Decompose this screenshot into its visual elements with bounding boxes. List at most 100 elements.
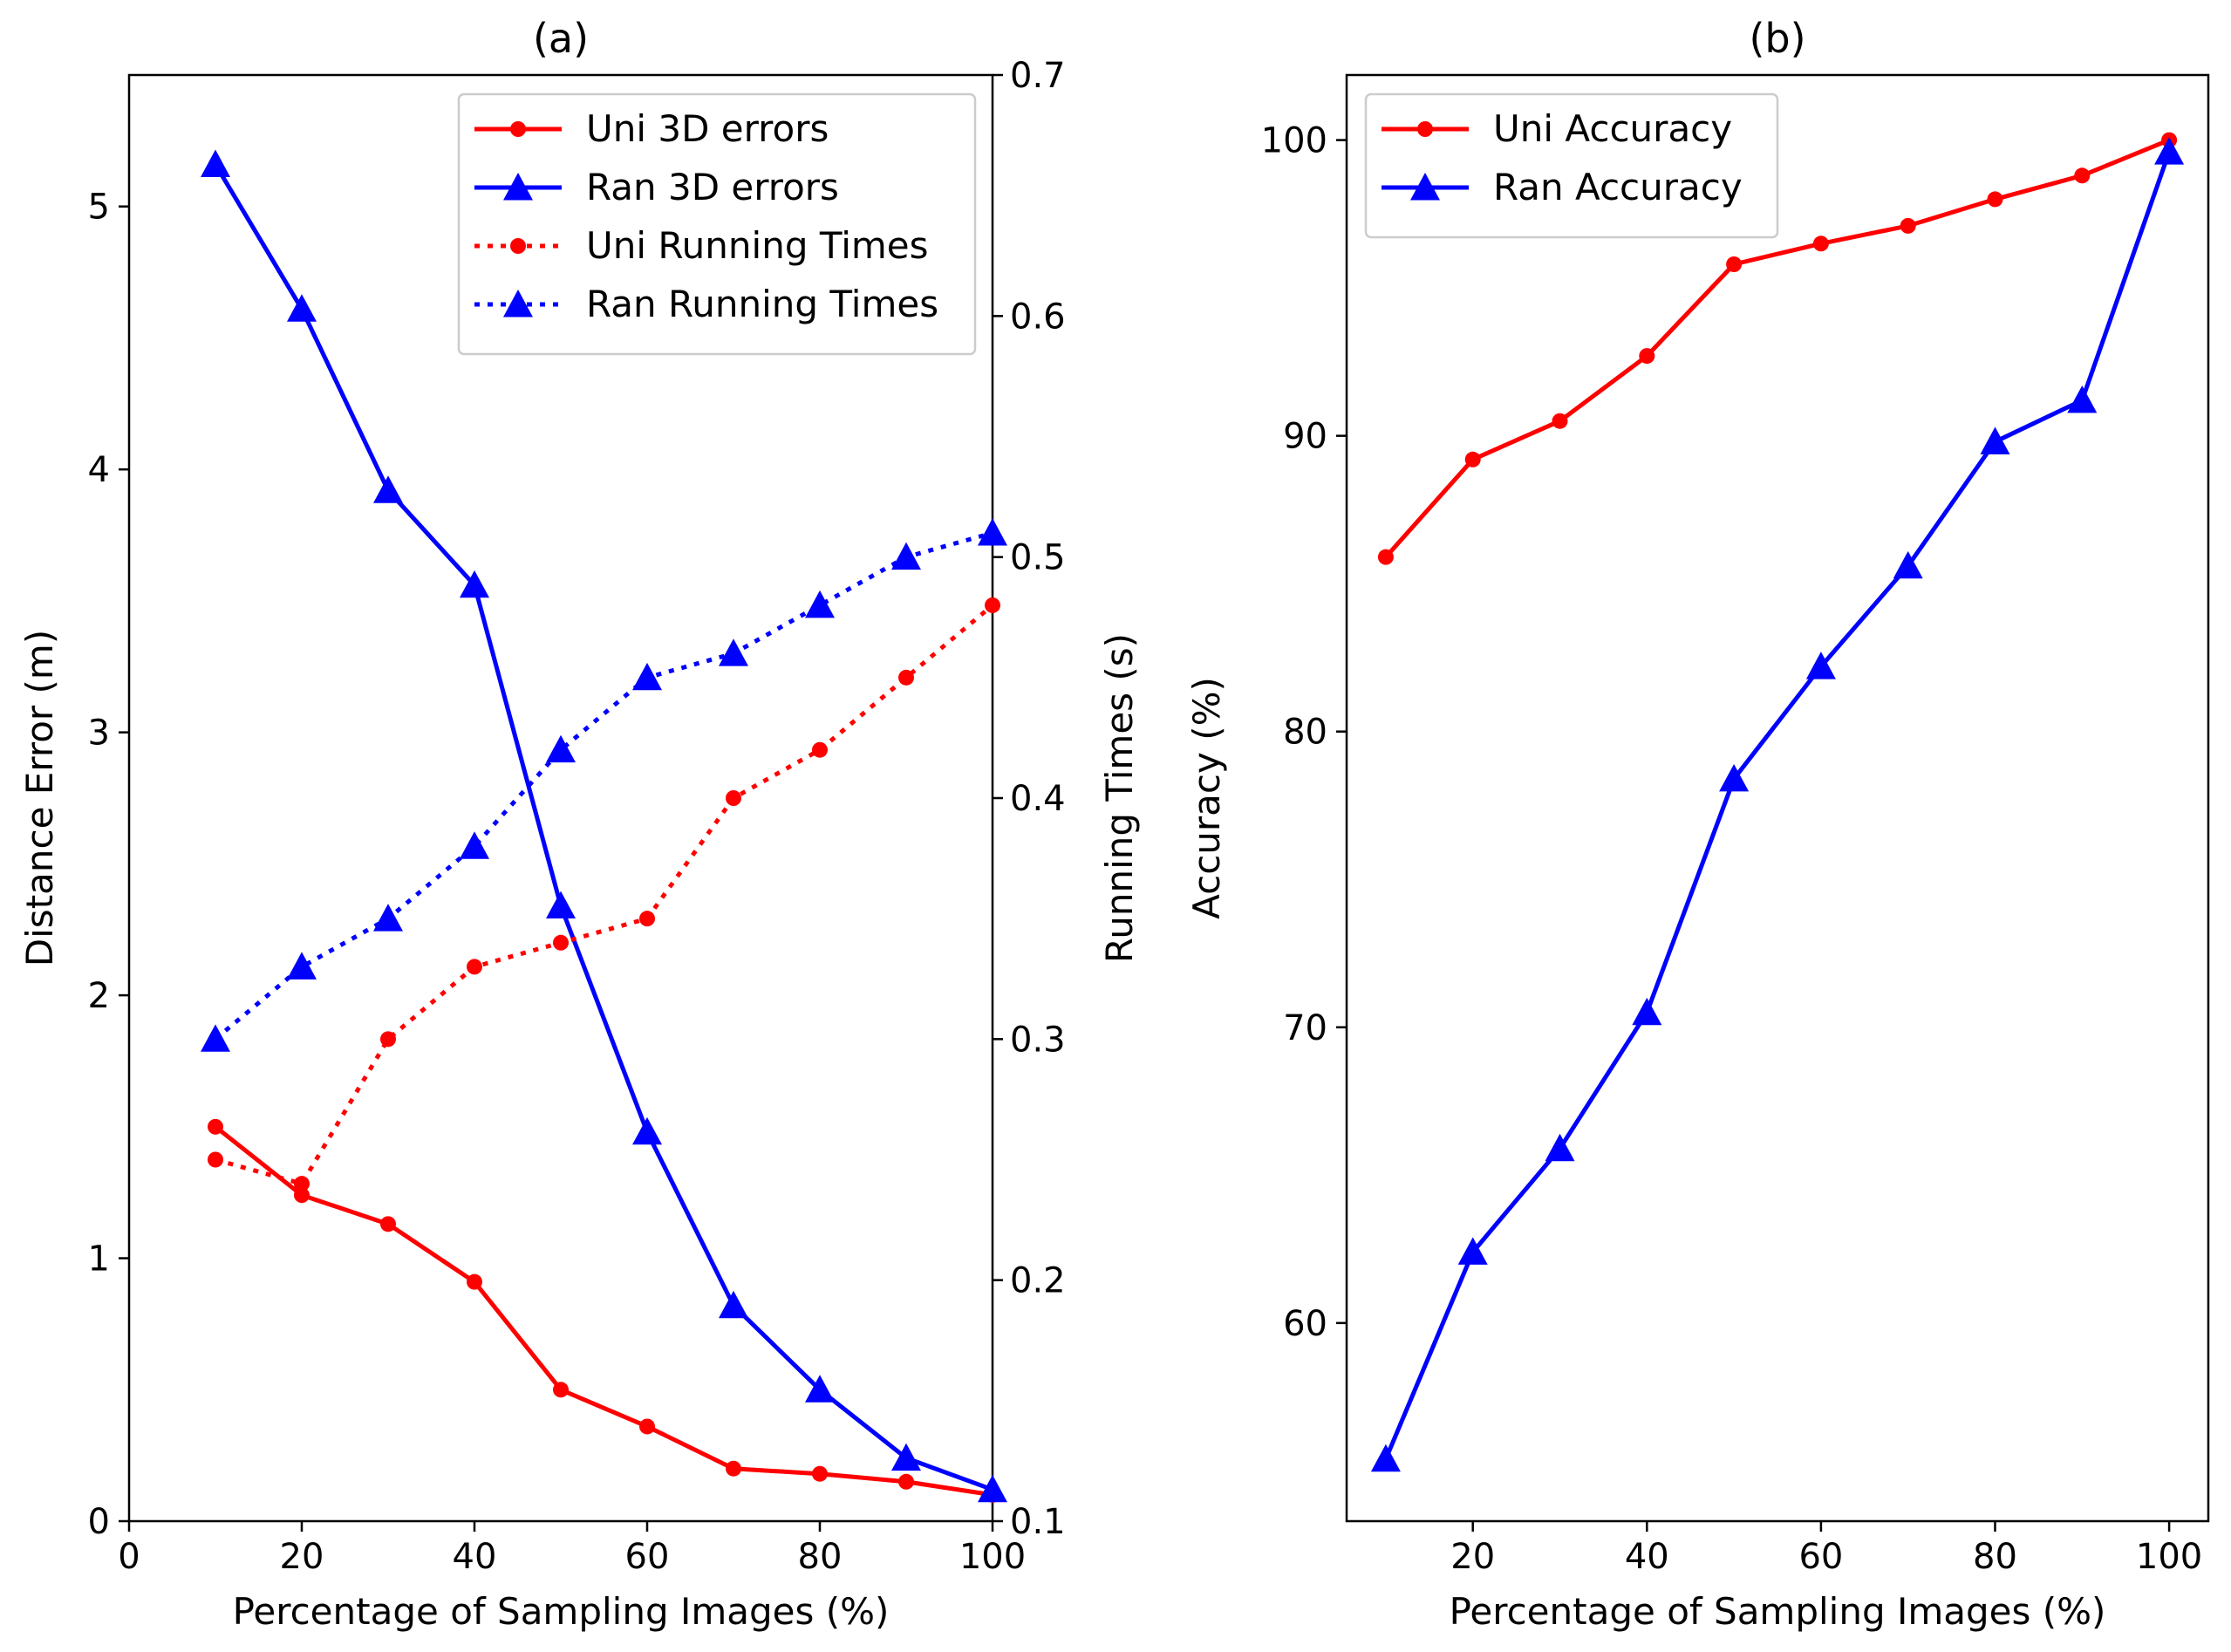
panel-a-title: (a) <box>533 15 589 62</box>
series-line <box>1384 138 2171 559</box>
data-point <box>2067 385 2098 413</box>
y-tick-label: 5 <box>88 188 110 228</box>
data-point <box>2154 137 2185 165</box>
y-tick-label: 80 <box>1283 713 1327 753</box>
series-ran-running-times <box>201 518 1007 1052</box>
series-ran-accuracy <box>1370 137 2185 1472</box>
plot-frame <box>1345 73 2210 1523</box>
data-point <box>898 669 914 686</box>
data-point <box>373 904 403 932</box>
y-tick-label: 100 <box>1261 121 1327 161</box>
y-tick-label: 90 <box>1283 417 1327 457</box>
data-point <box>726 1460 741 1477</box>
x-tick-label: 20 <box>280 1537 324 1577</box>
x-tick-label: 100 <box>959 1537 1026 1577</box>
panel-b-title: (b) <box>1749 15 1805 62</box>
y2-tick-label: 0.4 <box>1010 779 1066 819</box>
y2-tick-label: 0.7 <box>1010 56 1066 96</box>
panel-b-x-axis-label: Percentage of Sampling Images (%) <box>1450 1590 2106 1633</box>
data-point <box>467 1273 482 1290</box>
data-point <box>805 1375 835 1403</box>
data-point <box>1410 173 1440 201</box>
data-point <box>460 831 489 859</box>
panel-b-y-axis-label: Accuracy (%) <box>1185 677 1228 919</box>
series-line <box>213 163 993 1492</box>
data-point <box>812 1465 828 1482</box>
data-point <box>1417 121 1433 137</box>
x-tick-label: 80 <box>1973 1537 2017 1577</box>
data-point <box>1900 217 1916 234</box>
legend-label: Uni 3D errors <box>586 107 829 150</box>
x-tick-label: 40 <box>453 1537 497 1577</box>
data-point <box>719 638 748 666</box>
data-point <box>208 1151 223 1168</box>
legend-label: Ran Running Times <box>586 283 938 325</box>
data-point <box>294 1176 310 1192</box>
panel-a: (a) Percentage of Sampling Images (%) Di… <box>18 15 1141 1633</box>
data-point <box>1726 256 1743 272</box>
data-point <box>1370 1444 1401 1472</box>
panel-b: (b) Percentage of Sampling Images (%) Ac… <box>1185 15 2210 1633</box>
y-tick-label: 2 <box>88 976 110 1016</box>
data-point <box>503 290 533 317</box>
data-point <box>632 1116 662 1145</box>
data-point <box>380 1031 396 1048</box>
data-point <box>201 149 230 177</box>
series-line <box>1383 151 2172 1460</box>
panel-a-right-y-axis-label: Running Times (s) <box>1098 633 1141 963</box>
data-point <box>1632 997 1662 1026</box>
y2-tick-label: 0.5 <box>1010 538 1066 578</box>
legend: Uni Accuracy Ran Accuracy <box>1364 92 1779 239</box>
panel-a-y-axis-label: Distance Error (m) <box>18 630 61 966</box>
legend-box <box>457 92 977 356</box>
y2-tick-label: 0.2 <box>1010 1261 1066 1301</box>
y-tick-label: 60 <box>1283 1304 1327 1344</box>
data-point <box>1980 427 2010 454</box>
data-point <box>639 1418 655 1435</box>
x-tick-label: 0 <box>118 1537 140 1577</box>
data-point <box>898 1473 914 1490</box>
data-point <box>1719 763 1750 792</box>
data-point <box>208 1118 223 1135</box>
data-point <box>812 741 828 758</box>
data-point <box>510 238 526 254</box>
data-point <box>467 959 482 975</box>
legend: Uni 3D errors Ran 3D errors Uni Running Ti… <box>457 92 977 356</box>
data-point <box>1457 1237 1488 1265</box>
data-point <box>978 518 1007 546</box>
series-line <box>214 1124 993 1498</box>
data-point <box>639 911 655 927</box>
series-uni-3d-errors <box>208 1118 1000 1503</box>
x-tick-label: 60 <box>1798 1537 1843 1577</box>
data-point <box>546 734 576 763</box>
data-point <box>287 294 317 322</box>
data-point <box>546 891 576 919</box>
data-point <box>510 121 526 137</box>
data-point <box>891 542 921 570</box>
data-point <box>891 1443 921 1471</box>
y2-tick-label: 0.3 <box>1010 1020 1066 1060</box>
data-point <box>1805 652 1836 679</box>
data-point <box>719 1290 748 1319</box>
series-uni-accuracy <box>1377 132 2178 565</box>
x-tick-label: 80 <box>798 1537 843 1577</box>
series-line <box>215 604 994 1186</box>
x-tick-label: 20 <box>1450 1537 1495 1577</box>
legend-label: Uni Running Times <box>586 224 929 267</box>
x-tick-label: 60 <box>625 1537 670 1577</box>
data-point <box>373 475 403 503</box>
data-point <box>726 790 741 806</box>
data-point <box>294 1187 310 1204</box>
series-ran-3d-errors <box>201 149 1007 1503</box>
data-point <box>1639 348 1655 365</box>
data-point <box>503 173 533 201</box>
data-point <box>1987 191 2003 208</box>
data-point <box>2074 167 2091 184</box>
data-point <box>380 1216 396 1232</box>
data-point <box>287 952 317 980</box>
data-point <box>1377 549 1394 565</box>
y-tick-label: 1 <box>88 1239 110 1280</box>
legend-label: Uni Accuracy <box>1493 107 1732 150</box>
data-point <box>1545 1133 1575 1162</box>
